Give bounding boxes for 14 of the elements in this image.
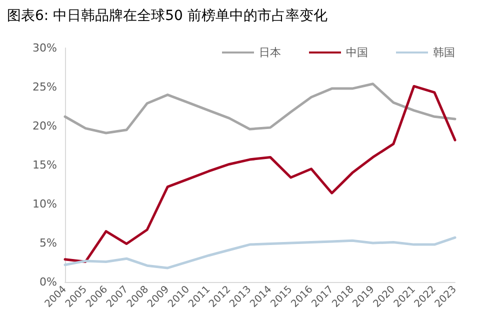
legend-label: 中国 [346,46,368,59]
y-tick-label: 15% [32,158,57,172]
y-tick-label: 0% [40,276,57,288]
legend-label: 日本 [259,46,281,59]
y-tick-label: 5% [40,236,57,250]
chart-title: 图表6: 中日韩品牌在全球50 前榜单中的市占率变化 [7,8,328,24]
y-tick-label: 20% [32,120,57,132]
line-series [64,236,456,270]
y-tick-label: 30% [32,42,57,54]
legend-label: 韩国 [433,46,455,59]
line-series [64,82,456,134]
line-series [64,84,456,263]
y-tick-label: 25% [32,80,57,94]
y-tick-label: 10% [32,198,57,210]
